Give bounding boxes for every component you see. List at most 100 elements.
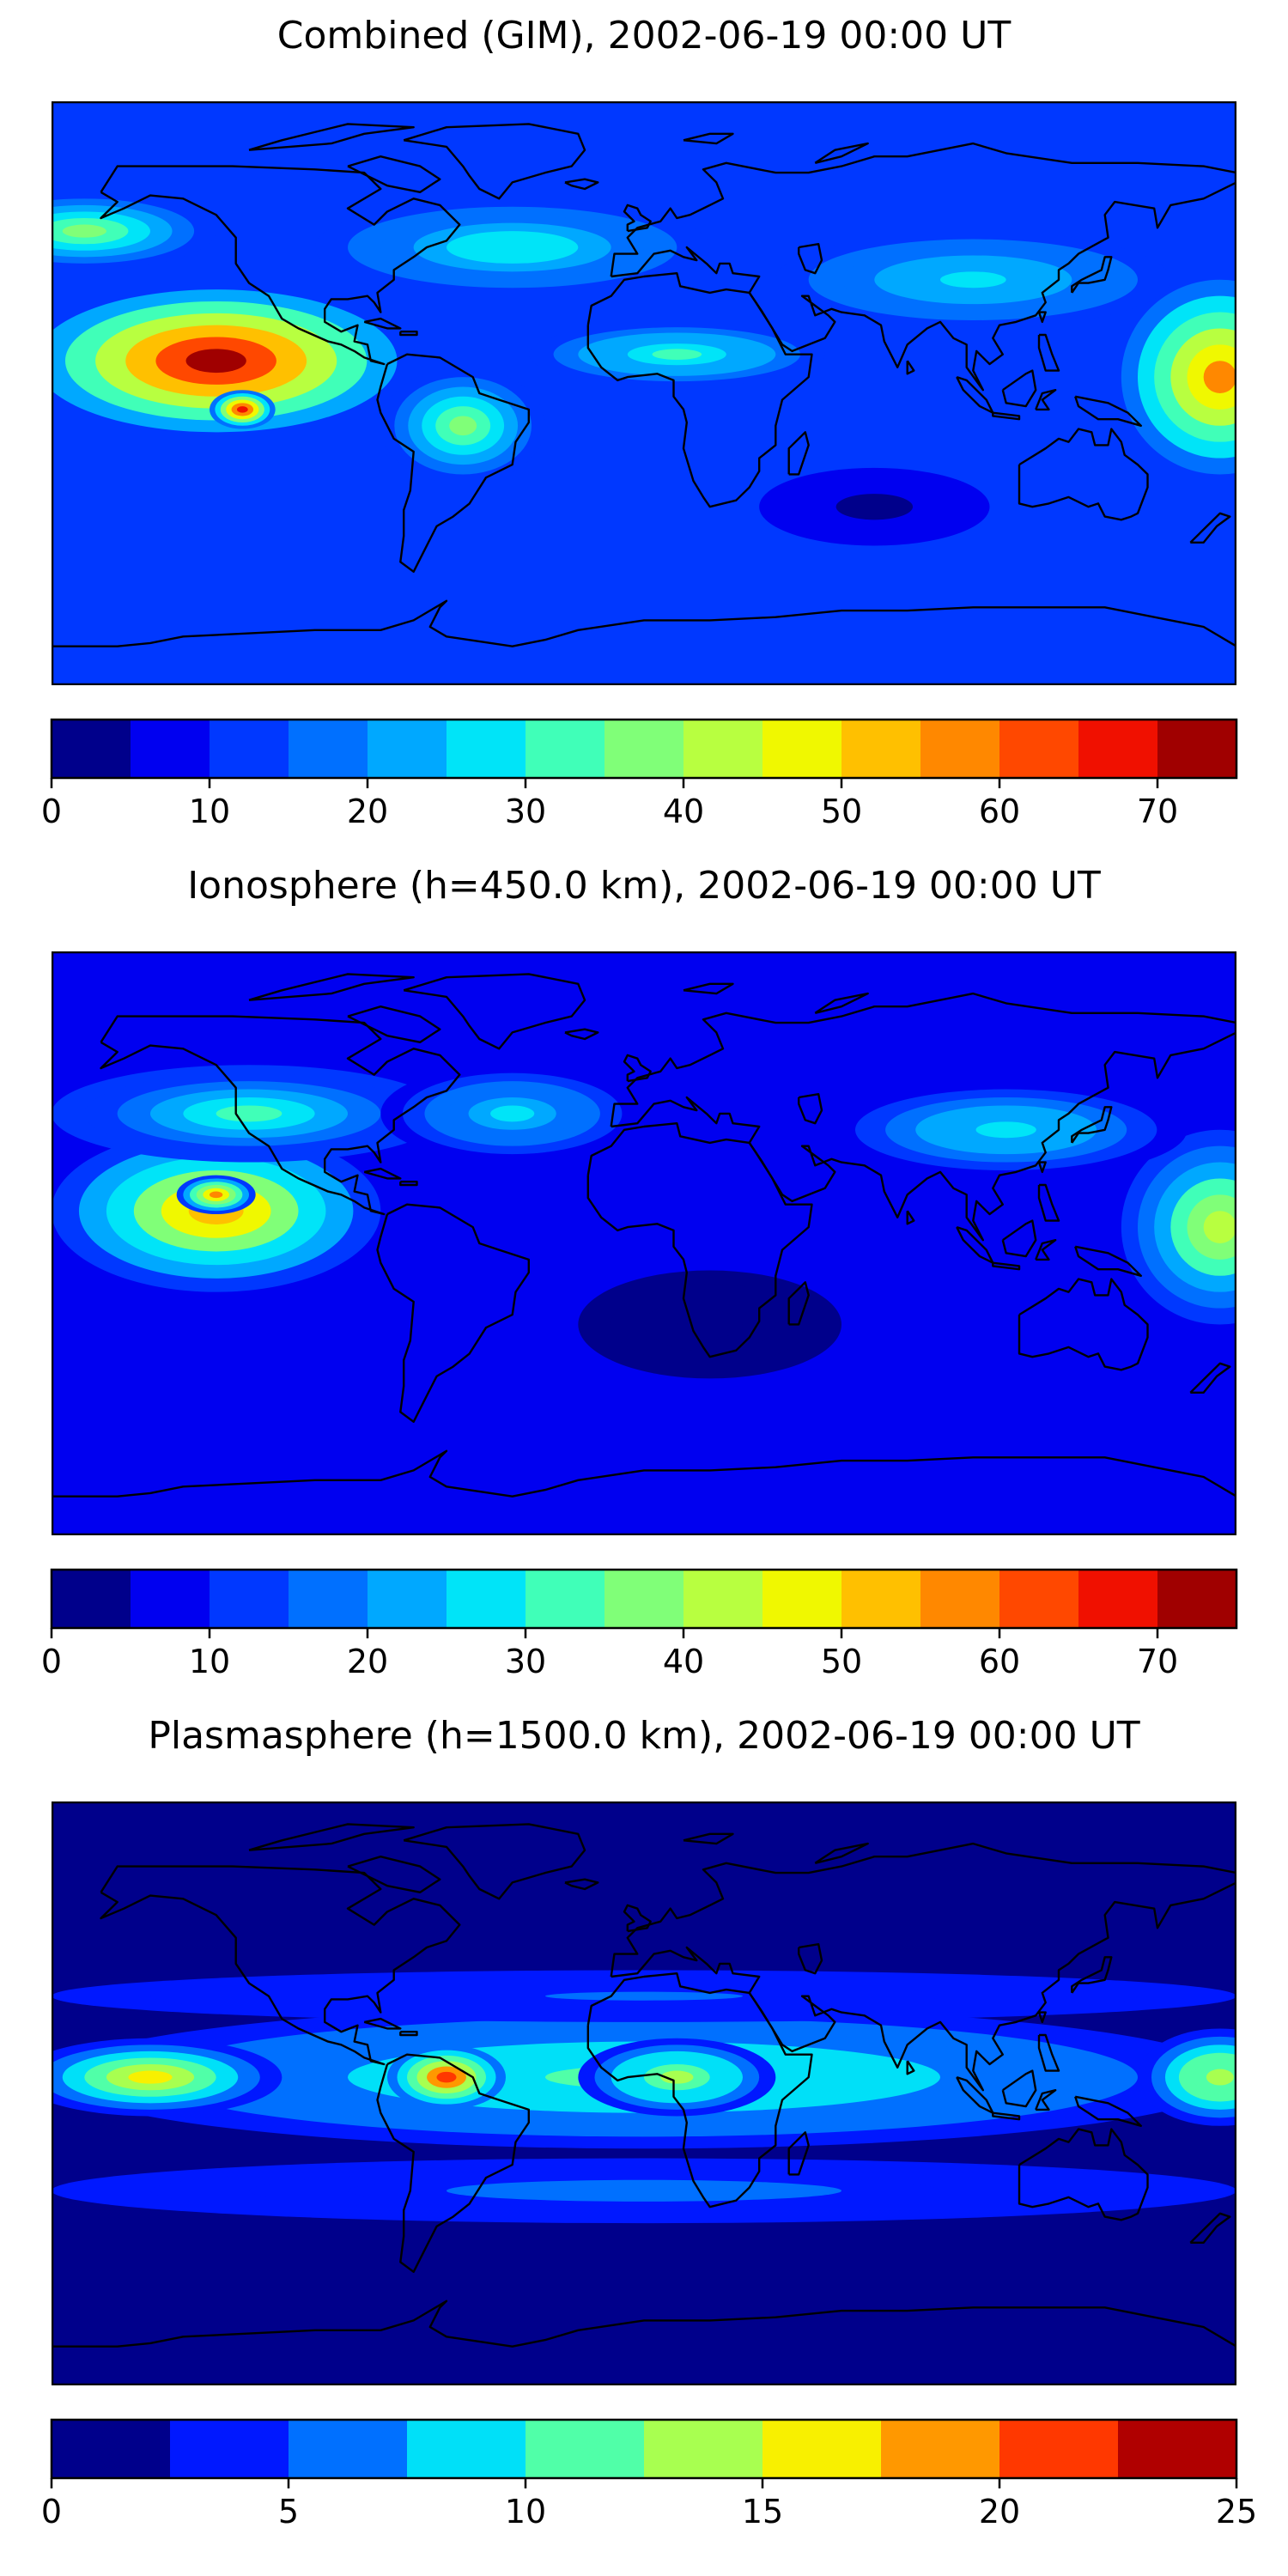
coastline-new-guinea xyxy=(1074,1245,1143,1277)
field-africa-band xyxy=(652,349,702,360)
coastline-baffin xyxy=(347,1005,441,1044)
coastline-new-zealand xyxy=(1189,2212,1231,2244)
colorbar-tick-label: 0 xyxy=(41,793,62,830)
colorbar-tick-label: 50 xyxy=(821,793,862,830)
coastline-sri-lanka xyxy=(906,360,915,375)
coastline-madagascar xyxy=(787,2131,810,2176)
coastline-cuba xyxy=(363,1167,402,1180)
colorbar-segment xyxy=(289,2420,408,2478)
colorbar-segment xyxy=(1078,720,1158,778)
coastline-hispaniola xyxy=(399,1181,418,1187)
coastline-cuba xyxy=(363,317,402,330)
field-northern-band xyxy=(545,1991,743,2001)
coastline-madagascar xyxy=(787,431,810,476)
colorbar-tick-label: 20 xyxy=(347,1643,388,1680)
colorbar-segment xyxy=(762,720,842,778)
colorbar-tick-label: 10 xyxy=(505,2493,546,2530)
colorbar-tick-label: 20 xyxy=(979,2493,1020,2530)
colorbar-tick-label: 60 xyxy=(979,1643,1020,1680)
colorbar-segment xyxy=(762,2420,882,2478)
coastline-philippines xyxy=(1037,333,1060,372)
coastline-greenland xyxy=(403,123,586,200)
colorbar-segment xyxy=(1118,2420,1237,2478)
field-asia-band xyxy=(940,271,1006,289)
map-frame xyxy=(52,1801,1236,2385)
colorbar-segment xyxy=(999,720,1079,778)
coastline-caspian xyxy=(798,1942,823,1975)
colorbar-segment xyxy=(52,2420,171,2478)
field-west-pacific-max xyxy=(1203,361,1236,393)
coastline-caspian xyxy=(798,1092,823,1125)
coastline-south-america xyxy=(376,2053,530,2273)
coastline-antarctica xyxy=(52,1449,1236,1498)
field-southern-band xyxy=(545,2185,743,2196)
colorbar-combined: 0 10 20 30 40 50 60 70 xyxy=(41,718,1238,830)
colorbar-segment xyxy=(407,2420,526,2478)
colorbar-segment xyxy=(999,1570,1079,1628)
coastline-japan xyxy=(1071,256,1113,294)
coastline-antarctica xyxy=(52,2300,1236,2348)
field-west-pacific xyxy=(1206,2069,1234,2086)
coastline-eurasia xyxy=(610,992,1236,1242)
coastline-taiwan xyxy=(1037,2011,1047,2024)
coastline-sulawesi xyxy=(1035,389,1057,411)
colorbar-tick-label: 15 xyxy=(742,2493,783,2530)
colorbar-segment xyxy=(447,1570,526,1628)
colorbar-segment xyxy=(368,720,447,778)
colorbar-tick-label: 5 xyxy=(278,2493,299,2530)
colorbar-segment xyxy=(526,720,605,778)
colorbar-tick-label: 10 xyxy=(189,793,230,830)
coastline-africa xyxy=(586,1121,813,1358)
coastline-borneo xyxy=(1001,2069,1037,2108)
coastline-arctic-islands xyxy=(248,1823,415,1851)
colorbar-segment xyxy=(170,2420,289,2478)
field-east-pacific-inner xyxy=(210,1191,223,1199)
coastline-java xyxy=(992,411,1021,421)
field-asia-band xyxy=(975,1121,1036,1139)
colorbar-tick-label: 30 xyxy=(505,1643,546,1680)
coastline-eurasia xyxy=(610,1842,1236,2092)
coastline-japan xyxy=(1071,1956,1113,1994)
coastline-svalbard xyxy=(683,132,734,145)
colorbar-segment xyxy=(920,1570,1000,1628)
colorbar-segment xyxy=(841,720,921,778)
coastline-arctic-islands xyxy=(248,973,415,1001)
coastline-africa xyxy=(586,271,813,508)
map-plasmasphere xyxy=(52,1801,1236,2385)
colorbar-segment xyxy=(644,2420,763,2478)
colorbar-segment xyxy=(131,720,210,778)
colorbar-segment xyxy=(210,720,289,778)
coastline-australia xyxy=(1018,428,1149,521)
colorbar-segment xyxy=(52,1570,131,1628)
colorbar-tick-label: 50 xyxy=(821,1643,862,1680)
field-north-atlantic xyxy=(479,239,545,256)
coastline-iceland xyxy=(564,1028,599,1041)
field-south-america xyxy=(449,416,477,436)
coastline-java xyxy=(992,1261,1021,1271)
colorbar-segment xyxy=(1078,1570,1158,1628)
coastline-philippines xyxy=(1037,2033,1060,2072)
coastline-new-guinea xyxy=(1074,395,1143,427)
colorbar-segment xyxy=(605,720,684,778)
colorbar-segment xyxy=(683,720,763,778)
field-east-pacific-maximum xyxy=(185,349,246,374)
colorbar-ionosphere: 0 10 20 30 40 50 60 70 xyxy=(41,1568,1238,1680)
coastline-svalbard xyxy=(683,982,734,995)
colorbar-segment xyxy=(999,2420,1119,2478)
coastline-cuba xyxy=(363,2017,402,2030)
coastline-svalbard xyxy=(683,1832,734,1845)
field-east-pacific-inner xyxy=(236,406,248,413)
coastline-africa xyxy=(586,1971,813,2208)
coastline-antarctica xyxy=(52,599,1236,647)
coastline-novaya-zemlya xyxy=(814,992,869,1014)
field-south-atlantic-low xyxy=(677,1310,744,1339)
colorbar-tick-label: 70 xyxy=(1137,1643,1178,1680)
panel-title-combined: Combined (GIM), 2002-06-19 00:00 UT xyxy=(276,14,1012,58)
colorbar-plasmasphere: 0 5 10 15 20 25 xyxy=(41,2418,1257,2530)
coastline-java xyxy=(992,2111,1021,2121)
coastline-sumatra xyxy=(956,2075,994,2114)
coastline-greenland xyxy=(403,973,586,1050)
colorbar-segment xyxy=(762,1570,842,1628)
coastline-baffin xyxy=(347,155,441,194)
